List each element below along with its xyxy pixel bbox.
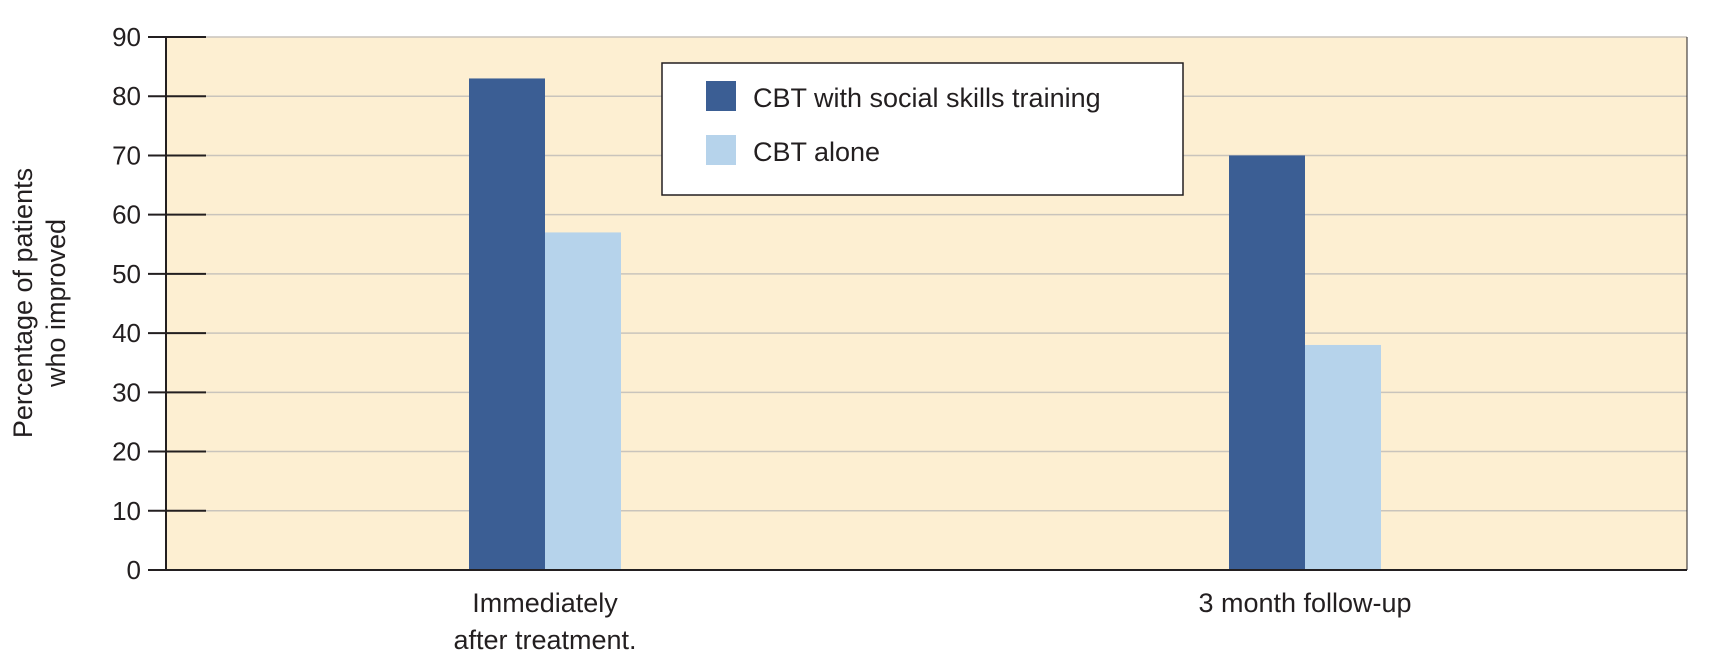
y-tick-label: 20 [112, 437, 141, 467]
bar-1-2 [1229, 155, 1305, 570]
y-tick-label: 80 [112, 81, 141, 111]
y-tick-label: 90 [112, 22, 141, 52]
y-axis-title: Percentage of patients who improved [8, 168, 71, 438]
y-tick-label: 10 [112, 496, 141, 526]
y-axis-title-line-1: Percentage of patients [8, 168, 38, 438]
legend-box [661, 62, 1184, 196]
axes [165, 37, 1688, 571]
y-tick-label: 60 [112, 200, 141, 230]
y-tick-label: 30 [112, 377, 141, 407]
bar-2-1 [545, 232, 621, 570]
x-axis-labels: Immediately after treatment. 3 month follo… [453, 588, 1411, 655]
x-tick-label: after treatment. [453, 625, 636, 655]
y-tick-label: 40 [112, 318, 141, 348]
gridlines [166, 36, 1687, 512]
y-tick-label: 50 [112, 259, 141, 289]
y-tick-label: 0 [127, 555, 141, 585]
bar-2-2 [1305, 344, 1381, 570]
legend-swatch-series-1 [706, 81, 736, 111]
legend-swatch-series-2 [706, 135, 736, 165]
bar-1-1 [469, 78, 545, 570]
y-tick-label: 70 [112, 140, 141, 170]
legend-label-series-1: CBT with social skills training [753, 83, 1101, 113]
legend-label-series-2: CBT alone [753, 137, 880, 167]
bars [469, 78, 1381, 570]
y-axis-ticks: 0 10 20 30 40 50 60 70 80 90 [112, 22, 206, 585]
x-tick-label: Immediately [472, 588, 618, 618]
x-tick-label: 3 month follow-up [1198, 588, 1411, 618]
y-axis-title-line-2: who improved [41, 219, 71, 388]
legend: CBT with social skills training CBT alon… [661, 62, 1184, 196]
